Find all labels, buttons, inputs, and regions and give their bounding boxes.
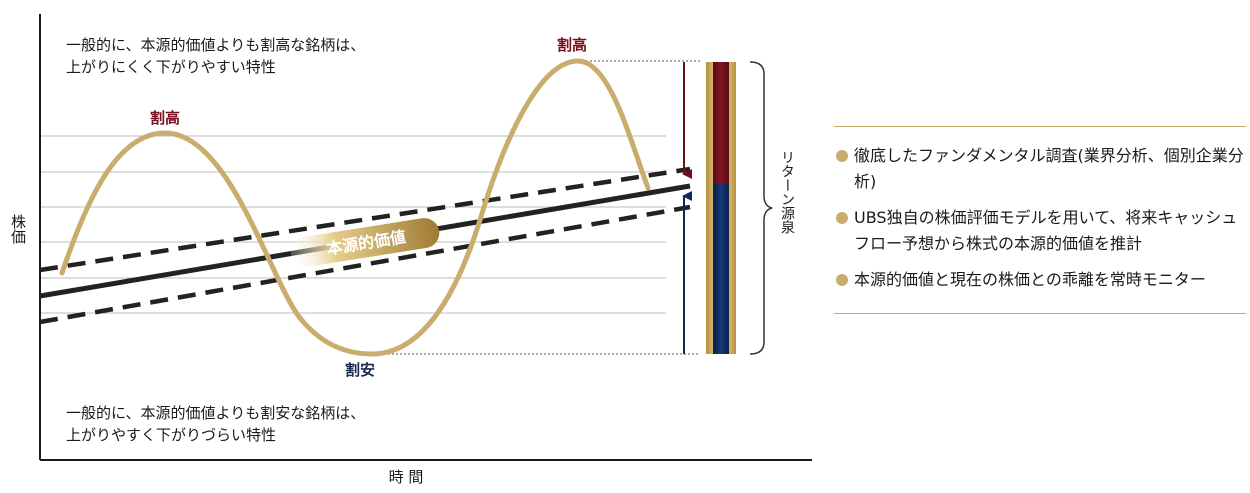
- intrinsic-value-diagram: 本源的価値 割高 割高 割安 リターン源泉 株価 時 間 一般的に、本源的価値よ…: [9, 14, 812, 486]
- feature-text: 徹底したファンダメンタル調査(業界分析、個別企業分析): [854, 146, 1244, 191]
- intrinsic-value-tag: 本源的価値: [290, 218, 440, 267]
- feature-item: 本源的価値と現在の株価との乖離を常時モニター: [834, 267, 1246, 293]
- return-brace: [749, 61, 773, 355]
- channel-lower-dashed: [39, 204, 691, 325]
- bullet-dot-icon: [836, 274, 848, 286]
- return-source-label: リターン源泉: [779, 150, 795, 234]
- features-panel: 徹底したファンダメンタル調査(業界分析、個別企業分析) UBS独自の株価評価モデ…: [834, 126, 1246, 314]
- feature-text: UBS独自の株価評価モデルを用いて、将来キャッシュフロー予想から株式の本源的価値…: [854, 208, 1238, 253]
- label-undervalued: 割安: [345, 361, 375, 379]
- bullet-dot-icon: [836, 150, 848, 162]
- grid-lines: [40, 135, 666, 314]
- axes: [39, 14, 812, 461]
- bullet-dot-icon: [836, 212, 848, 224]
- channel-upper-dashed: [39, 166, 691, 273]
- label-overvalued-left: 割高: [150, 109, 180, 127]
- note-undervalued: 一般的に、本源的価値よりも割安な銘柄は、 上がりやすく下がりづらい特性: [66, 404, 366, 444]
- diagram-canvas: 本源的価値 割高 割高 割安 リターン源泉 株価 時 間: [9, 14, 812, 486]
- note-overvalued: 一般的に、本源的価値よりも割高な銘柄は、 上がりにくく下がりやすい特性: [66, 36, 366, 76]
- y-axis-label: 株価: [9, 214, 27, 244]
- reference-dotted-lines: [372, 60, 700, 355]
- feature-item: 徹底したファンダメンタル調査(業界分析、個別企業分析): [834, 143, 1246, 195]
- feature-item: UBS独自の株価評価モデルを用いて、将来キャッシュフロー予想から株式の本源的価値…: [834, 205, 1246, 257]
- return-source-bar: [706, 62, 736, 354]
- x-axis-label: 時 間: [389, 468, 424, 486]
- price-wave: [59, 58, 651, 357]
- feature-text: 本源的価値と現在の株価との乖離を常時モニター: [854, 270, 1206, 289]
- label-overvalued-right: 割高: [557, 36, 587, 54]
